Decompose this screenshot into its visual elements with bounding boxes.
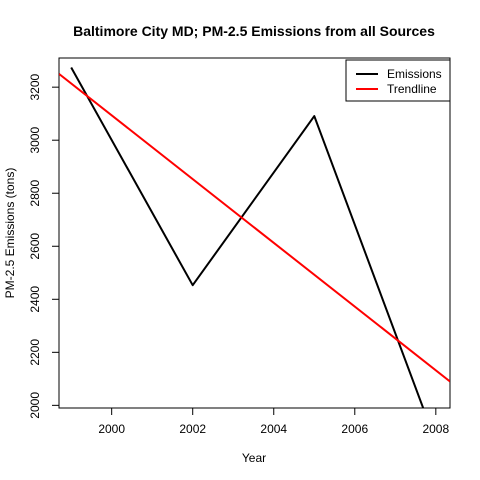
- series-layer: [59, 67, 450, 408]
- x-axis-label: Year: [242, 451, 266, 465]
- y-tick-label: 2200: [28, 339, 42, 366]
- x-tick-label: 2004: [260, 422, 287, 436]
- y-tick-label: 2800: [28, 180, 42, 207]
- legend-box: [345, 59, 451, 102]
- x-tick-label: 2002: [179, 422, 206, 436]
- y-tick-label: 3000: [28, 127, 42, 154]
- chart-title: Baltimore City MD; PM-2.5 Emissions from…: [73, 23, 435, 39]
- legend-label-emissions: Emissions: [387, 67, 442, 81]
- y-axis-label: PM-2.5 Emissions (tons): [3, 168, 17, 299]
- x-tick-label: 2006: [341, 422, 368, 436]
- x-tick-label: 2000: [98, 422, 125, 436]
- x-tick-label: 2008: [422, 422, 449, 436]
- legend-label-trendline: Trendline: [387, 82, 437, 96]
- y-tick-label: 2400: [28, 286, 42, 313]
- plot-frame: [58, 57, 451, 409]
- series-line-trendline: [59, 73, 450, 383]
- x-axis: 2000 2002 2004 2006 2008: [98, 408, 449, 436]
- y-tick-label: 3200: [28, 73, 42, 100]
- legend: Emissions Trendline: [345, 59, 451, 102]
- y-axis: 2000 2200 2400 2600 2800 3000 3200: [28, 73, 59, 419]
- y-tick-label: 2000: [28, 392, 42, 419]
- series-line-emissions: [70, 67, 425, 408]
- y-tick-label: 2600: [28, 233, 42, 260]
